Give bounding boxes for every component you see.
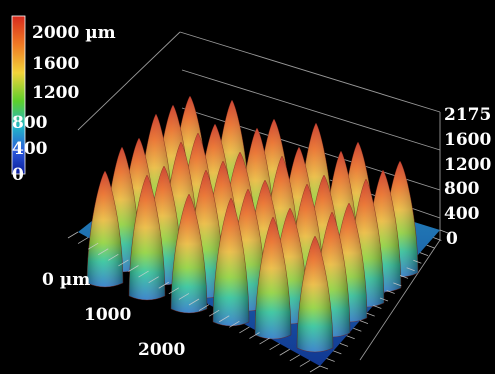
colorbar-label: 400 [12, 139, 48, 159]
z-axis-label: 800 [444, 179, 480, 199]
colorbar [11, 15, 26, 175]
surface-peak-shading [129, 175, 165, 300]
axis-ticks [67, 229, 449, 373]
xy-axis-label: 0 µm [42, 270, 90, 290]
colorbar-label: 1600 [32, 54, 79, 74]
axis-tick [178, 293, 190, 300]
axis-tick [333, 350, 342, 355]
surface-peak-shading [297, 236, 333, 352]
colorbar-label: 800 [12, 113, 48, 133]
axis-tick [326, 358, 335, 362]
axis-tick [168, 287, 180, 295]
axis-tick [346, 335, 355, 340]
axis-tick [77, 237, 89, 244]
axis-tick [299, 360, 311, 367]
axis-tick [379, 297, 389, 302]
axis-tick [373, 305, 382, 309]
axis-tick [413, 259, 422, 264]
z-axis-label: 2175 [444, 105, 491, 125]
axis-tick [359, 320, 369, 325]
axis-tick [208, 309, 220, 317]
surface-peak-shading [213, 198, 249, 326]
xy-axis-label: 1000 [84, 305, 131, 325]
axis-tick [399, 274, 409, 279]
colorbar-label: 2000 µm [32, 23, 116, 43]
surface-peak-shading [255, 217, 291, 339]
axis-tick [219, 315, 230, 323]
axis-tick [269, 343, 280, 351]
axis-tick [279, 348, 290, 356]
surface-peak-shading [87, 171, 123, 287]
axis-tick [118, 259, 129, 267]
axis-tick [426, 244, 435, 249]
axis-tick [419, 252, 429, 257]
z-axis-label: 1200 [444, 155, 491, 175]
axis-tick [249, 332, 260, 339]
axis-tick [339, 342, 349, 347]
axis-tick [108, 253, 119, 261]
surface-peak-shading [171, 194, 207, 313]
axis-tick [439, 229, 449, 234]
axis-tick [138, 270, 149, 278]
colorbar-label: 0 [12, 165, 24, 185]
axis-tick [353, 327, 362, 332]
z-axis-label: 400 [444, 204, 480, 224]
axis-tick [229, 320, 240, 328]
axis-tick [386, 290, 395, 294]
axis-tick [309, 365, 321, 373]
axis-tick [239, 326, 250, 334]
axis-tick [98, 248, 109, 256]
xy-axis-label: 2000 [138, 340, 185, 360]
peaks-group [86, 95, 419, 353]
axis-tick [128, 265, 139, 272]
axis-tick [148, 276, 159, 284]
axis-tick [198, 304, 210, 311]
axis-tick [158, 281, 169, 289]
axis-tick [67, 231, 79, 239]
axis-tick [289, 354, 301, 362]
axis-tick [393, 282, 402, 287]
axis-tick [406, 267, 415, 272]
axis-tick [188, 298, 200, 306]
axis-tick [366, 312, 375, 317]
z-axis-label: 0 [446, 229, 458, 249]
axis-tick [319, 365, 329, 370]
colorbar-label: 1200 [32, 83, 79, 103]
axis-tick [87, 242, 99, 250]
axis-tick [259, 337, 270, 345]
axis-tick [433, 237, 442, 241]
z-axis-label: 1600 [444, 130, 491, 150]
